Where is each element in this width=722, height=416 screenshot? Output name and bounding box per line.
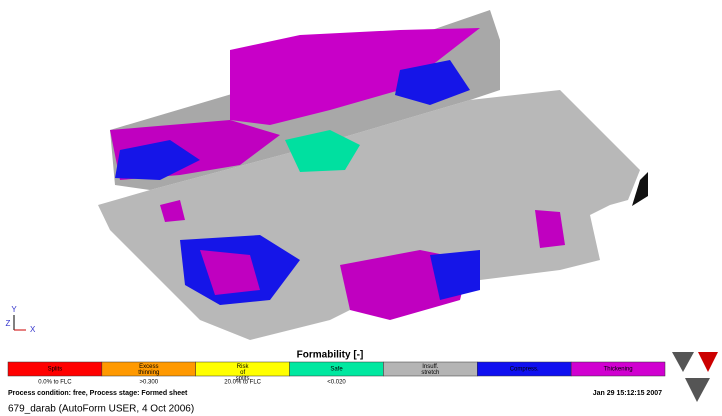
legend-limit: >0.300 [140, 380, 159, 386]
legend-label: Insuff.stretch [421, 364, 439, 376]
process-text: Process condition: free, Process stage: … [8, 390, 188, 397]
timestamp: Jan 29 15:12:15 2007 [593, 390, 662, 397]
legend-label: Compress. [510, 367, 539, 373]
legend-label: Safe [330, 367, 343, 373]
screen: Y Z X Formability [-] Splits Excessthinni… [0, 0, 722, 416]
triad-label: X [30, 325, 36, 334]
viewport: Y Z X Formability [-] Splits Excessthinni… [0, 0, 722, 416]
triad-label: Z [6, 319, 11, 328]
legend-title: Formability [-] [297, 350, 364, 361]
legend-label: Splits [48, 367, 63, 373]
logo [672, 352, 718, 402]
triad-label: Y [11, 305, 17, 314]
legend-label: Thickening [604, 367, 633, 373]
legend-limit: 20.0% to FLC [224, 380, 261, 386]
legend-limit: <0.020 [327, 380, 346, 386]
axis-triad: Y Z X [6, 305, 36, 334]
file-info: 679_darab (AutoForm USER, 4 Oct 2006) [8, 404, 194, 415]
legend-limit: 0.0% to FLC [38, 380, 72, 386]
formed-part [98, 10, 648, 340]
